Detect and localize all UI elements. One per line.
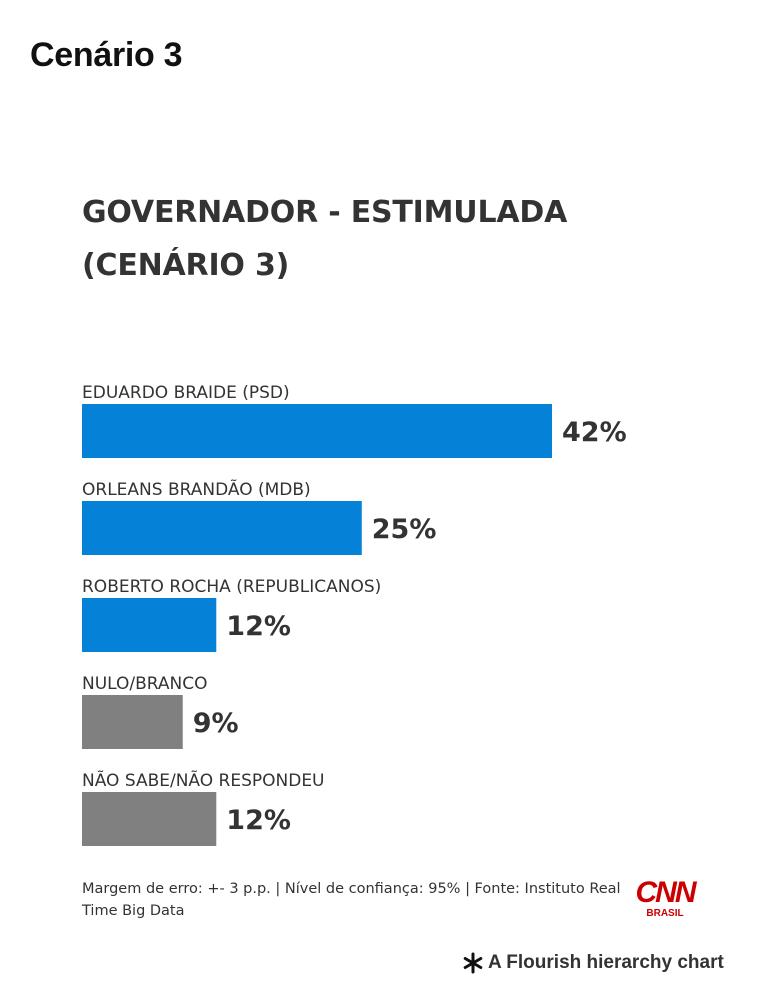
chart-title: GOVERNADOR - ESTIMULADA (CENÁRIO 3) — [82, 195, 568, 283]
logo-text: CNN — [636, 876, 698, 909]
value-label: 9% — [193, 708, 239, 739]
value-label: 12% — [226, 611, 291, 642]
bar[interactable] — [82, 404, 552, 458]
flourish-attribution-link[interactable]: A Flourish hierarchy chart — [462, 950, 742, 976]
category-label: ROBERTO ROCHA (REPUBLICANOS) — [82, 577, 381, 597]
bar[interactable] — [82, 695, 183, 749]
bar[interactable] — [82, 598, 217, 652]
page-title: Cenário 3 — [30, 36, 183, 74]
attribution-text: A Flourish hierarchy chart — [488, 952, 724, 973]
category-label: NÃO SABE/NÃO RESPONDEU — [82, 769, 325, 791]
cnn-brasil-logo: CNN BRASIL — [636, 876, 700, 919]
logo-subtext: BRASIL — [646, 908, 683, 919]
category-label: ORLEANS BRANDÃO (MDB) — [82, 478, 311, 500]
value-label: 42% — [562, 417, 627, 448]
category-label: NULO/BRANCO — [82, 674, 208, 694]
bar[interactable] — [82, 501, 362, 555]
category-label: EDUARDO BRAIDE (PSD) — [82, 383, 290, 403]
bar[interactable] — [82, 792, 217, 846]
value-label: 12% — [226, 805, 291, 836]
value-label: 25% — [372, 514, 437, 545]
flourish-asterisk-icon — [463, 952, 483, 974]
footer-note: Margem de erro: +- 3 p.p. | Nível de con… — [82, 881, 621, 919]
